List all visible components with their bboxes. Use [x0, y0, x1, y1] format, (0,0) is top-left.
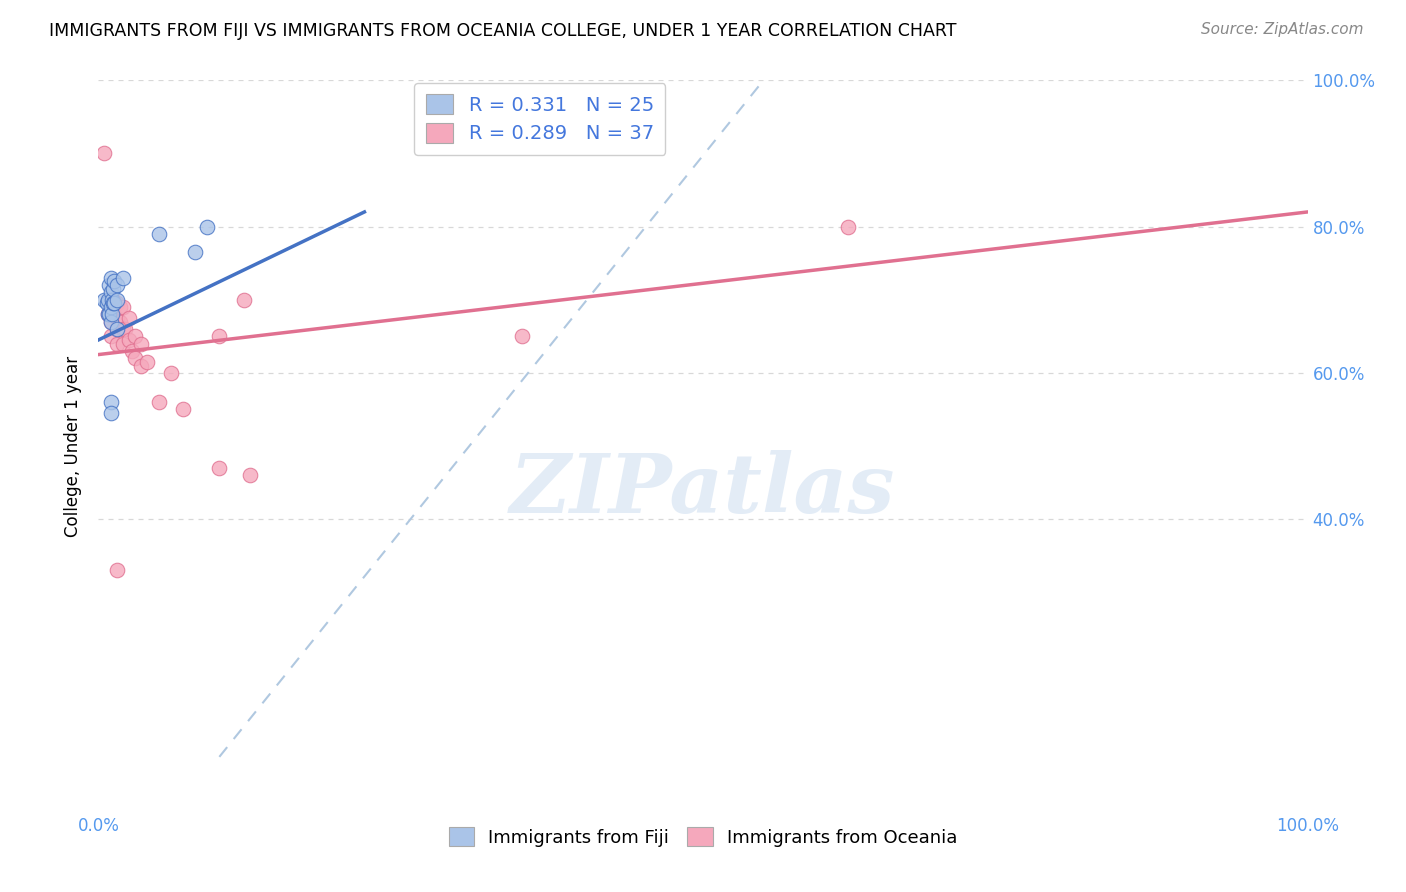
- Point: [98, 278, 121, 293]
- Point: [172, 402, 194, 417]
- Point: [195, 219, 218, 234]
- Point: [121, 343, 143, 358]
- Text: IMMIGRANTS FROM FIJI VS IMMIGRANTS FROM OCEANIA COLLEGE, UNDER 1 YEAR CORRELATIO: IMMIGRANTS FROM FIJI VS IMMIGRANTS FROM …: [49, 22, 956, 40]
- Point: [105, 293, 128, 307]
- Point: [837, 219, 859, 234]
- Point: [108, 300, 131, 314]
- Point: [111, 322, 134, 336]
- Point: [124, 351, 146, 366]
- Point: [105, 322, 128, 336]
- Point: [148, 395, 170, 409]
- Y-axis label: College, Under 1 year: College, Under 1 year: [65, 355, 83, 537]
- Point: [111, 336, 134, 351]
- Point: [100, 296, 122, 310]
- Point: [208, 461, 231, 475]
- Point: [135, 355, 157, 369]
- Point: [105, 563, 128, 577]
- Point: [105, 336, 128, 351]
- Point: [101, 282, 124, 296]
- Point: [97, 307, 120, 321]
- Point: [105, 296, 128, 310]
- Point: [101, 293, 124, 307]
- Point: [184, 245, 207, 260]
- Point: [100, 315, 122, 329]
- Point: [97, 293, 120, 307]
- Point: [100, 315, 122, 329]
- Point: [100, 329, 122, 343]
- Point: [118, 333, 141, 347]
- Point: [124, 329, 146, 343]
- Point: [100, 285, 122, 300]
- Point: [93, 293, 115, 307]
- Point: [510, 329, 533, 343]
- Point: [101, 296, 124, 310]
- Point: [105, 322, 128, 336]
- Point: [105, 310, 128, 325]
- Point: [103, 296, 125, 310]
- Point: [129, 359, 152, 373]
- Point: [93, 146, 115, 161]
- Point: [100, 293, 122, 307]
- Point: [111, 270, 134, 285]
- Point: [232, 293, 254, 307]
- Point: [100, 406, 122, 420]
- Text: ZIPatlas: ZIPatlas: [510, 450, 896, 530]
- Legend: Immigrants from Fiji, Immigrants from Oceania: Immigrants from Fiji, Immigrants from Oc…: [441, 820, 965, 854]
- Point: [98, 307, 121, 321]
- Point: [96, 296, 118, 310]
- Point: [100, 307, 122, 321]
- Point: [103, 275, 125, 289]
- Point: [129, 336, 152, 351]
- Point: [111, 300, 134, 314]
- Point: [100, 270, 122, 285]
- Text: Source: ZipAtlas.com: Source: ZipAtlas.com: [1201, 22, 1364, 37]
- Point: [239, 468, 262, 483]
- Point: [108, 315, 131, 329]
- Point: [97, 293, 120, 307]
- Point: [118, 310, 141, 325]
- Point: [114, 322, 136, 336]
- Point: [105, 278, 128, 293]
- Point: [103, 296, 125, 310]
- Point: [97, 307, 120, 321]
- Point: [101, 307, 124, 321]
- Point: [160, 366, 183, 380]
- Point: [208, 329, 231, 343]
- Point: [100, 300, 122, 314]
- Point: [100, 395, 122, 409]
- Point: [148, 227, 170, 241]
